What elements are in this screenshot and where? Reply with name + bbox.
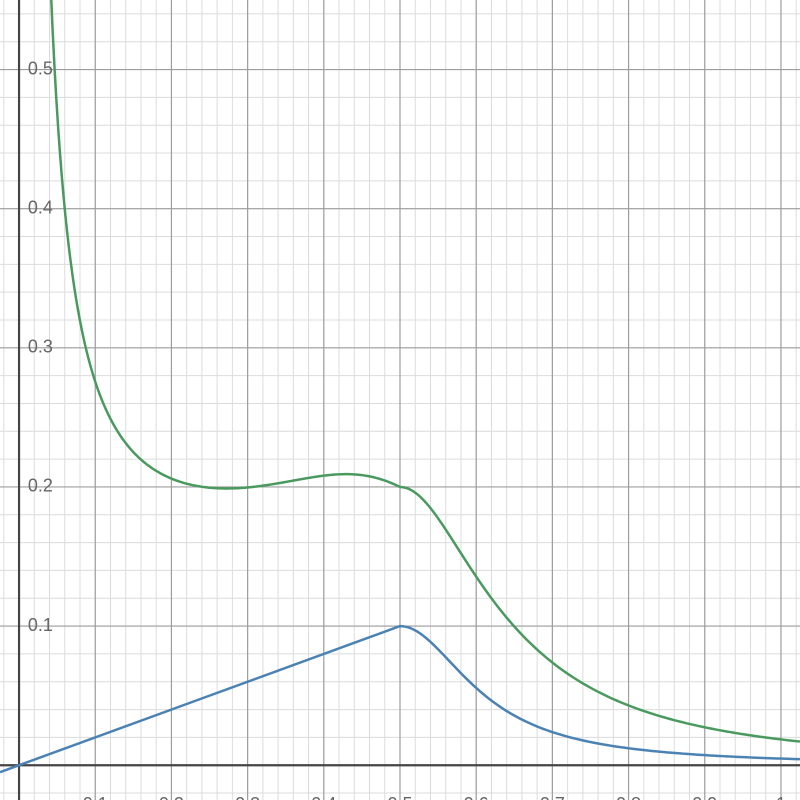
- x-tick-label: 0.7: [540, 794, 565, 800]
- x-tick-label: 0.1: [83, 794, 108, 800]
- green-curve: [42, 0, 800, 742]
- tick-labels: 0.1 0.2 0.3 0.4 0.5 0.6 0.7 0.8 0.9 1 0.1 0.2 0.3 0.4…: [28, 58, 786, 800]
- y-tick-label: 0.3: [28, 337, 53, 357]
- x-tick-label: 0.9: [692, 794, 717, 800]
- x-tick-label: 1: [776, 794, 786, 800]
- x-tick-label: 0.5: [387, 794, 412, 800]
- y-tick-label: 0.5: [28, 58, 53, 78]
- x-tick-label: 0.3: [235, 794, 260, 800]
- y-tick-label: 0.4: [28, 197, 53, 217]
- x-tick-label: 0.4: [311, 794, 336, 800]
- x-tick-label: 0.8: [616, 794, 641, 800]
- y-tick-label: 0.1: [28, 615, 53, 635]
- major-grid: [0, 0, 800, 800]
- x-tick-label: 0.6: [464, 794, 489, 800]
- line-chart: 0.1 0.2 0.3 0.4 0.5 0.6 0.7 0.8 0.9 1 0.1 0.2 0.3 0.4…: [0, 0, 800, 800]
- y-tick-label: 0.2: [28, 476, 53, 496]
- x-tick-label: 0.2: [159, 794, 184, 800]
